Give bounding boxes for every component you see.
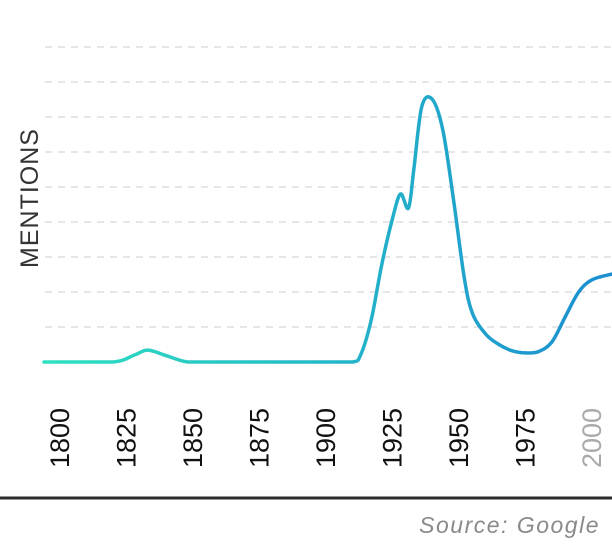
x-tick-label: 1925 xyxy=(378,408,408,468)
x-tick-label: 2000 xyxy=(577,408,607,468)
x-tick-label: 1875 xyxy=(245,408,275,468)
x-tick-label: 1850 xyxy=(178,408,208,468)
x-tick-label: 1800 xyxy=(45,408,75,468)
x-tick-label: 1975 xyxy=(511,408,541,468)
x-tick-label: 1950 xyxy=(444,408,474,468)
x-tick-label: 1825 xyxy=(112,408,142,468)
x-tick-label: 1900 xyxy=(311,408,341,468)
grid-lines xyxy=(45,46,612,328)
x-axis-ticks: 1800 1825 1850 1875 1900 1925 1950 1975 2000 xyxy=(45,408,607,468)
series-line xyxy=(42,95,612,364)
source-note: Source: Google xyxy=(419,512,600,538)
y-axis-title: MENTIONS xyxy=(16,128,44,268)
